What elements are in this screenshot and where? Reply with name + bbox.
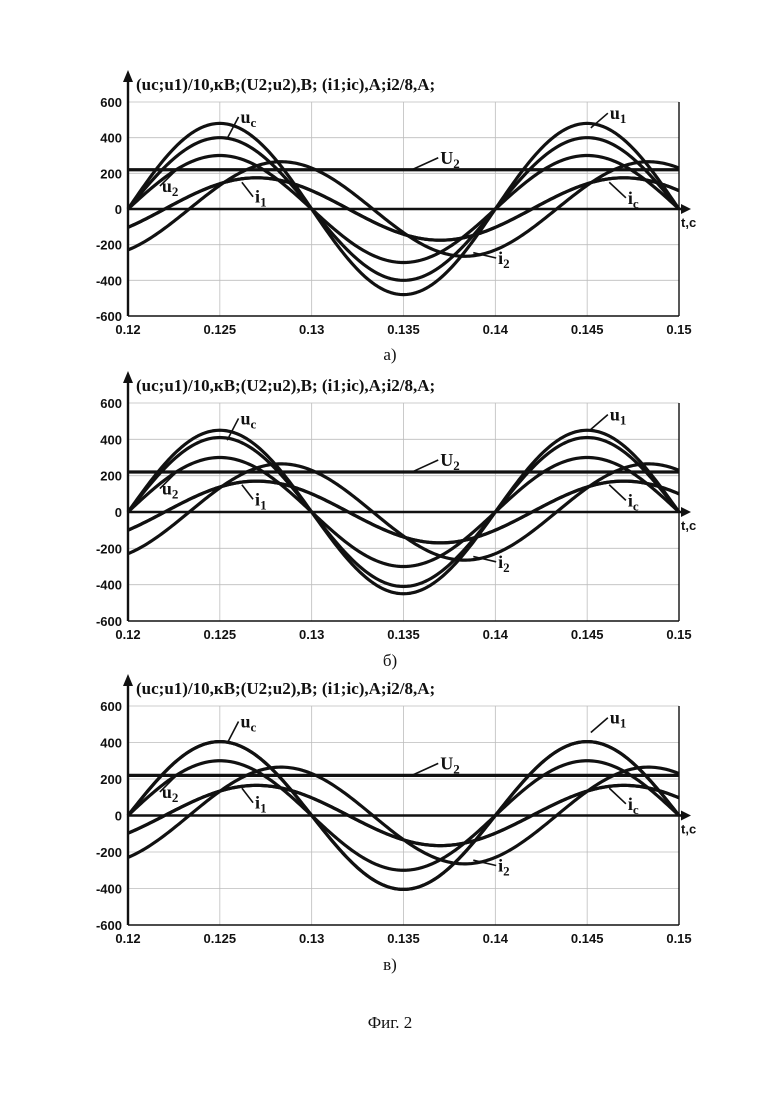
x-tick-label: 0.12 [115,627,140,642]
series-label-u2: u2 [162,782,179,805]
y-tick-label: 0 [115,809,122,824]
y-tick-label: 600 [100,699,122,714]
chart-panel-1: 6004002000-200-400-6000.120.1250.130.135… [96,70,696,364]
x-axis-label: t,c [681,822,696,837]
label-leader-ic [609,182,626,198]
y-tick-label: 400 [100,131,122,146]
x-axis-label: t,c [681,518,696,533]
y-tick-label: -200 [96,541,122,556]
label-leader-u1 [591,415,608,430]
series-label-ic: ic [628,794,639,817]
series-label-i2: i2 [498,855,510,878]
series-label-uc: uc [241,408,257,431]
y-tick-label: -400 [96,273,122,288]
y-tick-label: 600 [100,95,122,110]
x-tick-label: 0.145 [571,627,604,642]
series-label-i1: i1 [255,187,267,210]
label-leader-U2 [413,763,439,775]
y-tick-label: 400 [100,432,122,447]
series-label-ic: ic [628,490,639,513]
x-tick-label: 0.14 [483,931,509,946]
y-tick-label: 200 [100,166,122,181]
panel-label: б) [383,651,397,670]
series-label-u2: u2 [162,176,179,199]
label-leader-ic [609,788,626,804]
series-label-u1: u1 [610,405,627,428]
series-label-i1: i1 [255,793,267,816]
x-tick-label: 0.135 [387,931,420,946]
x-tick-label: 0.14 [483,322,509,337]
y-tick-label: -200 [96,238,122,253]
series-label-uc: uc [241,107,257,130]
y-tick-label: 600 [100,396,122,411]
series-label-u1: u1 [610,103,627,126]
x-tick-label: 0.15 [666,322,691,337]
figure-caption: Фиг. 2 [368,1013,413,1032]
chart-panel-2: 6004002000-200-400-6000.120.1250.130.135… [96,371,696,670]
label-leader-U2 [413,460,439,472]
y-tick-label: -200 [96,845,122,860]
x-tick-label: 0.145 [571,931,604,946]
label-leader-U2 [413,158,439,170]
x-tick-label: 0.135 [387,322,420,337]
series-label-u1: u1 [610,708,627,731]
x-tick-label: 0.15 [666,627,691,642]
y-tick-label: 0 [115,202,122,217]
x-tick-label: 0.135 [387,627,420,642]
panel-label: в) [383,955,397,974]
series-label-U2: U2 [440,450,460,473]
x-tick-label: 0.125 [204,931,237,946]
chart-header: (uc;u1)/10,кВ;(U2;u2),В; (i1;ic),A;i2/8,… [136,75,435,94]
y-tick-label: -400 [96,578,122,593]
x-axis-label: t,c [681,215,696,230]
panel-label: а) [383,345,396,364]
y-tick-label: -400 [96,882,122,897]
y-tick-label: 200 [100,469,122,484]
y-axis-arrow [123,70,133,82]
label-leader-u1 [591,718,608,733]
x-tick-label: 0.125 [204,322,237,337]
y-axis-arrow [123,371,133,383]
series-label-U2: U2 [440,148,460,171]
series-label-ic: ic [628,188,639,211]
x-tick-label: 0.12 [115,931,140,946]
label-leader-i1 [242,788,253,803]
label-leader-i1 [242,485,253,500]
label-leader-i1 [242,182,253,196]
series-label-u2: u2 [162,479,179,502]
series-label-i2: i2 [498,248,510,271]
x-tick-label: 0.125 [204,627,237,642]
series-label-i2: i2 [498,552,510,575]
x-tick-label: 0.15 [666,931,691,946]
label-leader-uc [227,722,238,744]
x-axis-arrow [681,811,691,821]
label-leader-uc [227,418,238,440]
y-tick-label: 0 [115,505,122,520]
chart-header: (uc;u1)/10,кВ;(U2;u2),В; (i1;ic),A;i2/8,… [136,376,435,395]
x-tick-label: 0.13 [299,322,324,337]
x-axis-arrow [681,204,691,214]
x-tick-label: 0.13 [299,931,324,946]
chart-panel-3: 6004002000-200-400-6000.120.1250.130.135… [96,674,696,974]
series-label-uc: uc [241,712,257,735]
y-axis-arrow [123,674,133,686]
x-tick-label: 0.13 [299,627,324,642]
x-tick-label: 0.145 [571,322,604,337]
chart-header: (uc;u1)/10,кВ;(U2;u2),В; (i1;ic),A;i2/8,… [136,679,435,698]
y-tick-label: 200 [100,772,122,787]
series-label-i1: i1 [255,489,267,512]
y-tick-label: 400 [100,736,122,751]
x-tick-label: 0.12 [115,322,140,337]
series-label-U2: U2 [440,753,460,776]
x-axis-arrow [681,507,691,517]
label-leader-ic [609,485,626,501]
x-tick-label: 0.14 [483,627,509,642]
